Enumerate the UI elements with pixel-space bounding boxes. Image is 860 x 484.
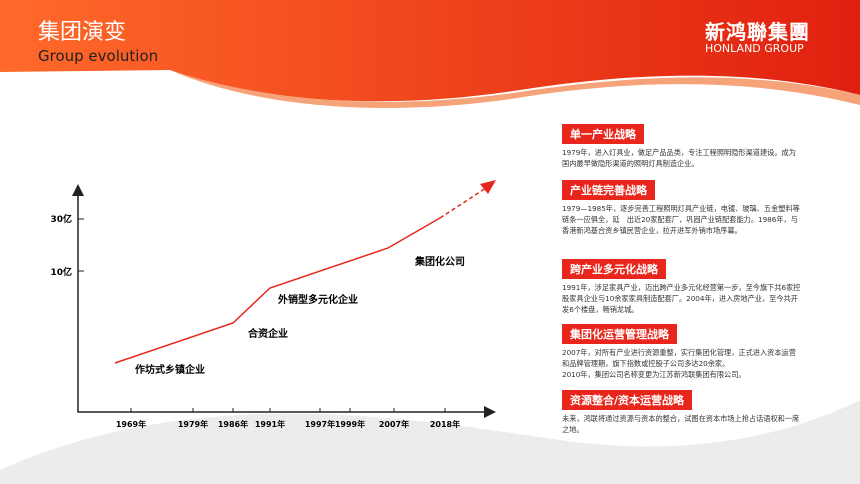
strategy-text: 未来，鸿联将通过资源与资本的整合，试图在资本市场上抢占话语权和一席之地。 <box>562 414 800 434</box>
x-label: 1969年 <box>116 419 146 429</box>
strategy-text: 1991年，涉足家具产业，迈出跨产业多元化经营第一步，至今旗下共6家控股家具企业… <box>562 283 801 314</box>
strategy-text: 1979年，进入灯具业，做足产品品类，专注工程照明隐形渠道建设。成为国内最早做隐… <box>562 148 796 168</box>
y-label: 10亿 <box>50 266 72 278</box>
logo-en: HONLAND GROUP <box>705 42 804 55</box>
strategy-title: 资源整合/资本运营战略 <box>562 390 693 410</box>
strategy-title: 单一产业战略 <box>562 124 644 144</box>
stage-label: 合资企业 <box>247 327 288 340</box>
strategy-text: 2007年，对所有产业进行资源重整，实行集团化管理，正式进入资本运营和品牌管理期… <box>562 348 796 368</box>
strategy-title: 产业链完善战略 <box>562 180 655 200</box>
x-label: 1979年 <box>178 419 208 429</box>
x-label: 1997年 <box>305 419 335 429</box>
strategy-title: 集团化运营管理战略 <box>562 324 677 344</box>
strategy: 单一产业战略 1979年，进入灯具业，做足产品品类，专注工程照明隐形渠道建设。成为… <box>562 123 802 169</box>
x-label: 1999年 <box>335 419 365 429</box>
stage-label: 作坊式乡镇企业 <box>135 363 205 376</box>
strategy: 产业链完善战略 1979—1985年，逐步完善工程照明灯具产业链，电镀、玻璃、五金… <box>562 179 802 236</box>
x-label: 1986年 <box>218 419 248 429</box>
strategy: 跨产业多元化战略 1991年，涉足家具产业，迈出跨产业多元化经营第一步，至今旗下共… <box>562 258 802 315</box>
strategy: 集团化运营管理战略 2007年，对所有产业进行资源重整，实行集团化管理，正式进入资… <box>562 323 802 380</box>
strategy-text: 1979—1985年，逐步完善工程照明灯具产业链，电镀、玻璃、五金塑料等链条一应… <box>562 204 800 235</box>
strategy: 资源整合/资本运营战略未来，鸿联将通过资源与资本的整合，试图在资本市场上抢占话语… <box>562 389 802 435</box>
strategy-text: 2010年，集团公司名称变更为江苏新鸿联集团有限公司。 <box>562 370 746 379</box>
x-label: 2018年 <box>430 419 460 429</box>
stage-label: 外销型多元化企业 <box>277 293 358 306</box>
x-label: 1991年 <box>255 419 285 429</box>
subtitle: Group evolution <box>38 47 159 65</box>
logo: 新鸿聯集團 <box>705 20 810 44</box>
x-label: 2007年 <box>379 419 409 429</box>
stage-label: 集团化公司 <box>414 255 465 268</box>
strategy-title: 跨产业多元化战略 <box>562 259 666 279</box>
title: 集团演变 <box>38 20 127 45</box>
timeline: 30亿 10亿 1969年 1979年 1986年 1991年 1997年 1999年 2007… <box>50 213 465 429</box>
y-label: 30亿 <box>50 213 72 225</box>
